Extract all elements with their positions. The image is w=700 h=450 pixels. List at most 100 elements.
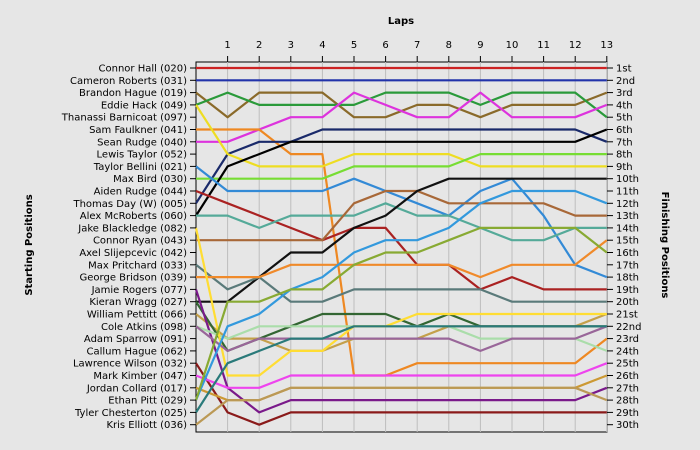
finish-position-label: 13th [616, 211, 639, 222]
series-line-7 [195, 128, 608, 204]
x-tick-label: 11 [537, 40, 550, 51]
start-driver-label: Cameron Roberts (031) [70, 76, 187, 87]
finish-position-label: 28th [616, 396, 639, 407]
start-driver-label: William Pettitt (066) [87, 310, 187, 321]
x-tick-label: 8 [446, 40, 452, 51]
finish-position-label: 16th [616, 248, 639, 259]
series-line-14 [196, 189, 607, 242]
x-tick-label: 1 [224, 40, 230, 51]
finish-position-label: 23rd [616, 334, 639, 345]
start-driver-label: George Bridson (039) [80, 273, 188, 284]
finish-position-label: 2nd [616, 76, 635, 87]
start-driver-label: Mark Kimber (047) [93, 371, 187, 382]
finish-position-label: 8th [616, 150, 633, 161]
start-driver-label: Connor Ryan (043) [93, 236, 187, 247]
start-driver-label: Jordan Collard (017) [86, 383, 187, 394]
finish-position-label: 7th [616, 137, 633, 148]
start-driver-label: Max Bird (030) [113, 174, 187, 185]
finish-position-label: 22nd [616, 322, 641, 333]
start-driver-label: Connor Hall (020) [99, 64, 188, 75]
x-tick-label: 9 [477, 40, 483, 51]
series-line-23 [195, 325, 608, 352]
start-driver-label: Kris Elliott (036) [106, 420, 187, 431]
finish-position-label: 20th [616, 297, 639, 308]
finish-position-label: 14th [616, 223, 639, 234]
series-line-13 [196, 202, 607, 242]
finish-position-label: 24th [616, 346, 639, 357]
x-tick-label: 5 [351, 40, 357, 51]
start-driver-label: Lewis Taylor (052) [97, 150, 188, 161]
finishing-labels: 1st2nd3rd4th5th6th7th8th9th10th11th12th1… [607, 64, 641, 431]
finish-position-label: 9th [616, 162, 633, 173]
start-driver-label: Adam Sparrow (091) [84, 334, 187, 345]
finish-position-label: 21st [616, 310, 638, 321]
series-line-6 [196, 128, 608, 377]
start-driver-label: Sean Rudge (040) [97, 137, 187, 148]
series-line-12 [195, 189, 607, 291]
x-tick-label: 6 [382, 40, 388, 51]
start-driver-label: Aiden Rudge (044) [94, 187, 187, 198]
start-driver-label: Jake Blackledge (082) [77, 223, 187, 234]
x-tick-label: 3 [288, 40, 294, 51]
series-line-22 [194, 227, 607, 377]
start-driver-label: Cole Atkins (098) [101, 322, 187, 333]
x-tick-label: 10 [506, 40, 519, 51]
start-driver-label: Max Pritchard (033) [88, 260, 187, 271]
start-driver-label: Sam Faulkner (041) [89, 125, 187, 136]
series-line-30 [195, 386, 608, 426]
start-driver-label: Taylor Bellini (021) [93, 162, 187, 173]
finish-position-label: 4th [616, 100, 633, 111]
finish-position-label: 15th [616, 236, 639, 247]
x-axis-title: Laps [388, 16, 414, 27]
start-driver-label: Brandon Hague (019) [79, 88, 187, 99]
start-driver-label: Jamie Rogers (077) [91, 285, 188, 296]
finish-position-label: 3rd [616, 88, 633, 99]
start-driver-label: Kieran Wragg (027) [89, 297, 187, 308]
finish-position-label: 17th [616, 260, 639, 271]
series-lines [194, 66, 608, 426]
finish-position-label: 27th [616, 383, 639, 394]
finish-position-label: 18th [616, 273, 639, 284]
finish-position-label: 26th [616, 371, 639, 382]
series-line-26 [195, 362, 608, 389]
start-driver-label: Callum Hague (062) [87, 346, 188, 357]
finish-position-label: 11th [616, 187, 639, 198]
series-line-9 [196, 153, 607, 180]
start-driver-label: Alex McRoberts (060) [80, 211, 187, 222]
finish-position-label: 6th [616, 125, 633, 136]
series-line-17 [195, 263, 607, 303]
series-line-27 [194, 189, 608, 401]
start-driver-label: Eddie Hack (049) [101, 100, 187, 111]
start-driver-label: Lawrence Wilson (032) [73, 359, 187, 370]
series-line-4 [195, 91, 608, 119]
series-line-20 [194, 289, 608, 414]
finish-position-label: 25th [616, 359, 639, 370]
start-driver-label: Thanassi Barnicoat (097) [61, 113, 187, 124]
x-tick-label: 13 [600, 40, 613, 51]
finish-position-label: 19th [616, 285, 639, 296]
start-driver-label: Ethan Pitt (029) [108, 396, 187, 407]
series-line-11 [195, 165, 608, 279]
series-line-18 [196, 239, 608, 279]
finish-position-label: 1st [616, 64, 632, 75]
x-tick-label: 4 [319, 40, 325, 51]
finish-position-label: 29th [616, 408, 639, 419]
series-line-24 [195, 362, 607, 426]
start-driver-label: Tyler Chesterton (025) [74, 408, 187, 419]
x-axis-ticks: 1 2 3 4 5 6 7 8 9 10 11 12 13 [224, 40, 613, 62]
x-tick-label: 12 [569, 40, 582, 51]
finish-position-label: 30th [616, 420, 639, 431]
finish-position-label: 10th [616, 174, 639, 185]
right-axis-title: Finishing Positions [659, 192, 670, 299]
series-line-28 [194, 226, 608, 401]
series-line-29 [195, 325, 607, 413]
finish-position-label: 12th [616, 199, 639, 210]
series-line-15 [196, 177, 607, 303]
start-driver-label: Thomas Day (W) (005) [72, 199, 187, 210]
series-line-10 [195, 128, 608, 217]
left-axis-title: Starting Positions [24, 194, 35, 295]
series-line-5 [196, 91, 608, 143]
starting-labels: Connor Hall (020)Cameron Roberts (031)Br… [61, 64, 196, 431]
